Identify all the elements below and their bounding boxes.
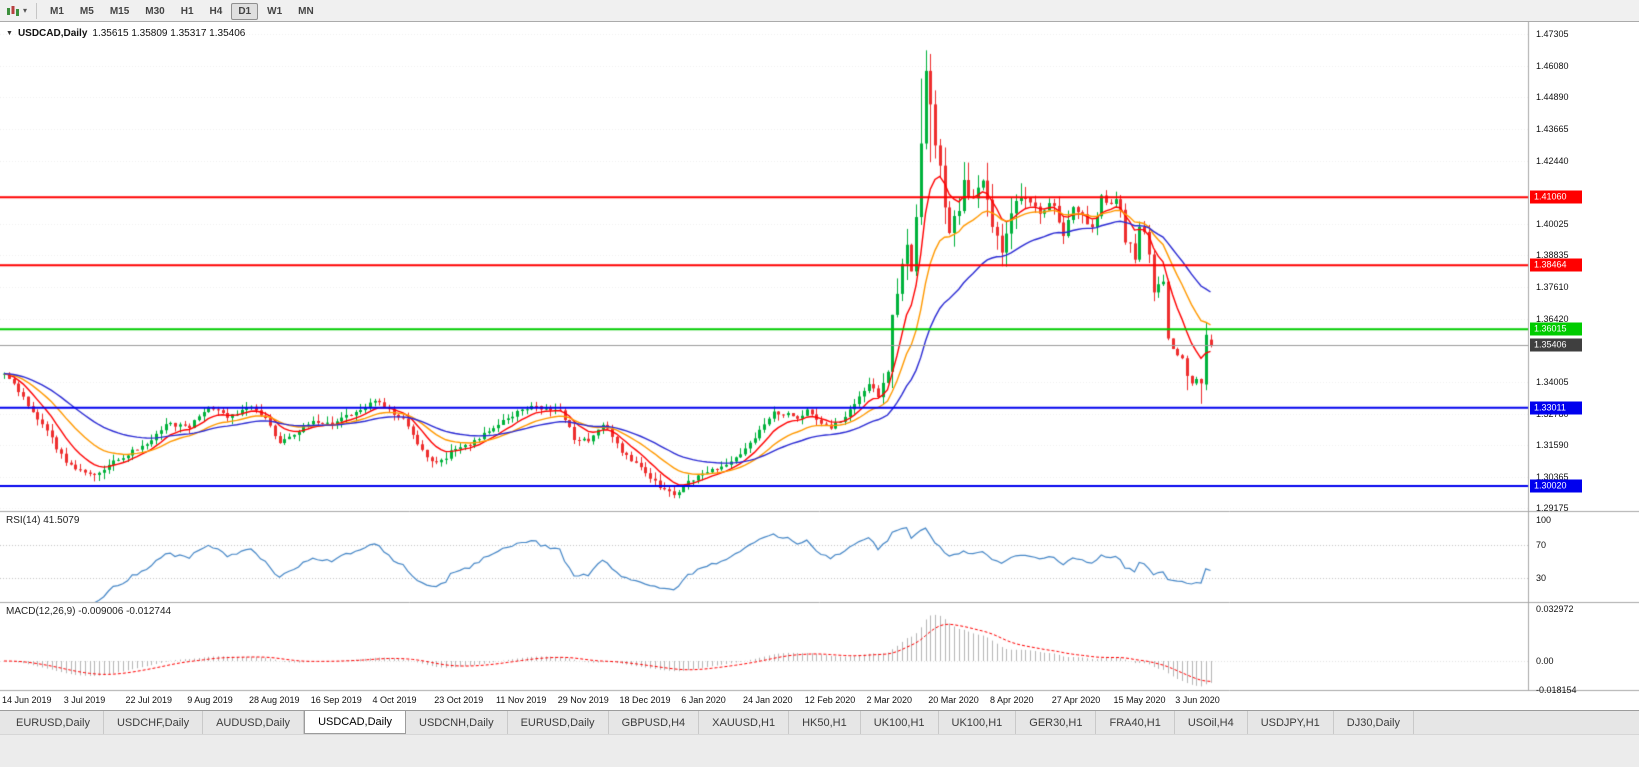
price-tick-label: 1.42440 [1536, 156, 1569, 167]
date-label: 3 Jun 2020 [1175, 695, 1220, 705]
timeframe-button-h1[interactable]: H1 [174, 3, 201, 20]
date-label: 20 Mar 2020 [928, 695, 979, 705]
chart-tab[interactable]: UK100,H1 [861, 711, 939, 734]
hline-price-label: 1.33011 [1530, 401, 1582, 415]
rsi-indicator-label: RSI(14) 41.5079 [6, 515, 80, 526]
macd-scale-label: 0.00 [1536, 656, 1554, 666]
timeframe-button-d1[interactable]: D1 [231, 3, 259, 20]
chart-type-icon[interactable] [4, 4, 22, 18]
chart-tab[interactable]: EURUSD,Daily [3, 711, 104, 734]
macd-scale-label: -0.018154 [1536, 684, 1577, 695]
date-label: 8 Apr 2020 [990, 695, 1034, 705]
bid-price-label: 1.35406 [1530, 338, 1582, 352]
timeframe-button-mn[interactable]: MN [291, 3, 321, 20]
date-label: 28 Aug 2019 [249, 695, 300, 705]
hline-price-label: 1.30020 [1530, 479, 1582, 493]
timeframe-button-h4[interactable]: H4 [203, 3, 230, 20]
rsi-level-label: 100 [1536, 515, 1552, 525]
chart-tab[interactable]: USOil,H4 [1175, 711, 1248, 734]
timeframe-group: M1 M5 M15 M30 H1 H4 D1 W1 MN [42, 1, 322, 20]
date-label: 27 Apr 2020 [1051, 695, 1101, 705]
chart-tab[interactable]: GER30,H1 [1016, 711, 1097, 734]
chart-tab[interactable]: USDCHF,Daily [104, 711, 204, 734]
macd-scale-label: 0.032972 [1536, 604, 1574, 614]
chart-title: ▼ USDCAD,Daily 1.35615 1.35809 1.35317 1… [6, 28, 245, 39]
timeframe-button-m1[interactable]: M1 [43, 3, 71, 20]
price-tick-label: 1.40025 [1536, 219, 1569, 230]
date-label: 14 Jun 2019 [2, 695, 52, 705]
timeframe-button-m15[interactable]: M15 [103, 3, 136, 20]
chart-tab[interactable]: UK100,H1 [939, 711, 1017, 734]
date-label: 29 Nov 2019 [557, 695, 609, 705]
price-tick-label: 1.37610 [1536, 282, 1569, 293]
price-tick-label: 1.47305 [1536, 29, 1569, 39]
price-tick-label: 1.34005 [1536, 376, 1569, 387]
date-label: 22 Jul 2019 [125, 695, 173, 705]
chart-tab[interactable]: EURUSD,Daily [508, 711, 609, 734]
date-label: 18 Dec 2019 [619, 695, 671, 705]
rsi-level-label: 30 [1536, 573, 1547, 583]
price-tick-label: 1.43665 [1536, 124, 1569, 135]
chart-tab[interactable]: AUDUSD,Daily [203, 711, 305, 734]
chart-tab[interactable]: DJ30,Daily [1334, 711, 1414, 734]
price-chart-canvas[interactable] [0, 22, 1639, 710]
price-tick-label: 1.30365 [1536, 471, 1569, 482]
date-label: 16 Sep 2019 [310, 695, 362, 705]
date-label: 3 Jul 2019 [63, 695, 106, 705]
date-label: 2 Mar 2020 [866, 695, 913, 705]
chart-window: ▼ USDCAD,Daily 1.35615 1.35809 1.35317 1… [0, 22, 1639, 710]
price-scale[interactable]: 1.47305 1.46080 1.44890 1.43665 1.42440 1.400… [0, 22, 1639, 710]
price-tick-label: 1.31590 [1536, 439, 1569, 450]
chart-tab[interactable]: GBPUSD,H4 [609, 711, 700, 734]
status-bar [0, 734, 1639, 767]
price-tick-label: 1.44890 [1536, 92, 1569, 103]
hline-price-label: 1.36015 [1530, 322, 1582, 336]
timeframe-button-w1[interactable]: W1 [260, 3, 289, 20]
chart-tab[interactable]: XAUUSD,H1 [699, 711, 790, 734]
date-label: 15 May 2020 [1113, 695, 1166, 705]
timeframe-button-m30[interactable]: M30 [138, 3, 171, 20]
chart-tab[interactable]: HK50,H1 [789, 711, 861, 734]
chart-tab[interactable]: FRA40,H1 [1096, 711, 1175, 734]
timeframe-button-m5[interactable]: M5 [73, 3, 101, 20]
symbol-dropdown-icon[interactable]: ▼ [6, 30, 13, 37]
date-label: 24 Jan 2020 [743, 695, 793, 705]
date-label: 23 Oct 2019 [434, 695, 484, 705]
rsi-level-label: 70 [1536, 539, 1547, 550]
hline-price-label: 1.41060 [1530, 190, 1582, 204]
chart-tab[interactable]: USDJPY,H1 [1248, 711, 1334, 734]
price-tick-label: 1.29175 [1536, 503, 1569, 513]
date-label: 9 Aug 2019 [187, 695, 233, 705]
price-tick-label: 1.46080 [1536, 61, 1569, 72]
date-label: 4 Oct 2019 [372, 695, 417, 705]
price-tick-label: 1.38835 [1536, 250, 1569, 261]
chart-tab[interactable]: USDCNH,Daily [406, 711, 508, 734]
time-scale[interactable]: 14 Jun 2019 3 Jul 2019 22 Jul 2019 9 Aug 20… [0, 22, 1639, 710]
macd-indicator-label: MACD(12,26,9) -0.009006 -0.012744 [6, 606, 172, 617]
price-tick-label: 1.36420 [1536, 313, 1569, 324]
date-label: 12 Feb 2020 [804, 695, 856, 705]
chart-type-dropdown-icon[interactable]: ▾ [23, 6, 28, 15]
timeframe-toolbar: ▾ M1 M5 M15 M30 H1 H4 D1 W1 MN [0, 0, 1639, 22]
chart-tab[interactable]: USDCAD,Daily [304, 711, 407, 734]
toolbar-separator [36, 2, 38, 19]
date-label: 11 Nov 2019 [496, 695, 547, 705]
hline-price-label: 1.38464 [1530, 258, 1582, 272]
chart-tab-bar: EURUSD,Daily USDCHF,Daily AUDUSD,Daily USDC… [0, 710, 1639, 734]
date-label: 6 Jan 2020 [681, 695, 726, 705]
chart-ohlc: 1.35615 1.35809 1.35317 1.35406 [92, 28, 246, 39]
chart-symbol: USDCAD,Daily [17, 28, 88, 39]
